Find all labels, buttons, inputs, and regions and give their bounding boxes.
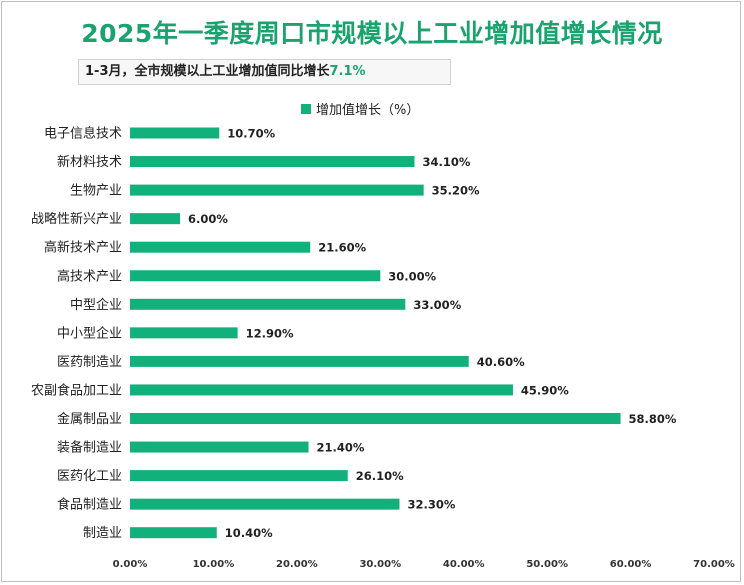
data-label: 32.30%	[407, 498, 455, 512]
category-label: 装备制造业	[57, 440, 122, 456]
x-tick-label: 30.00%	[359, 559, 401, 570]
category-label: 新材料技术	[57, 154, 122, 170]
data-label: 30.00%	[388, 269, 436, 283]
x-tick-label: 70.00%	[693, 559, 735, 570]
x-tick-label: 0.00%	[113, 559, 148, 570]
data-label: 34.10%	[422, 155, 470, 169]
category-labels: 电子信息技术新材料技术生物产业战略性新兴产业高新技术产业高技术产业中型企业中小型…	[31, 126, 122, 542]
x-tick-label: 20.00%	[276, 559, 318, 570]
bar	[130, 184, 424, 196]
bar	[130, 241, 311, 253]
data-label: 58.80%	[629, 412, 677, 426]
category-label: 制造业	[83, 526, 122, 541]
category-label: 高技术产业	[57, 268, 122, 284]
bar	[130, 441, 309, 453]
category-label: 高新技术产业	[44, 240, 122, 256]
legend-swatch	[301, 104, 311, 114]
category-label: 食品制造业	[57, 497, 122, 513]
data-label: 10.40%	[225, 526, 273, 540]
bar	[130, 413, 621, 424]
category-label: 生物产业	[70, 184, 122, 199]
category-label: 战略性新兴产业	[31, 211, 122, 227]
data-label: 21.60%	[318, 241, 366, 255]
chart-title: 2025年一季度周口市规模以上工业增加值增长情况	[81, 19, 663, 48]
category-label: 电子信息技术	[44, 126, 122, 142]
x-tick-label: 60.00%	[610, 559, 652, 570]
bar	[130, 213, 181, 225]
data-label: 33.00%	[413, 298, 461, 312]
data-label: 26.10%	[356, 469, 404, 483]
legend: 增加值增长（%）	[301, 102, 419, 118]
x-axis-tick-labels: 0.00% 10.00% 20.00% 30.00% 40.00% 50.00% 60.00…	[113, 559, 735, 570]
bar	[130, 298, 406, 310]
data-label: 21.40%	[317, 441, 365, 455]
category-label: 医药化工业	[57, 469, 122, 484]
data-label: 6.00%	[188, 212, 228, 226]
bar	[130, 498, 400, 510]
bar	[130, 355, 469, 367]
category-label: 中型企业	[70, 297, 122, 313]
category-label: 金属制品业	[57, 411, 122, 427]
category-label: 医药制造业	[57, 355, 122, 370]
bar	[130, 127, 220, 139]
data-label: 35.20%	[432, 184, 480, 198]
x-tick-label: 40.00%	[443, 559, 485, 570]
category-label: 中小型企业	[57, 325, 122, 341]
subtitle-growth-value: 7.1%	[329, 64, 366, 79]
bar	[130, 384, 513, 396]
bar	[130, 270, 381, 282]
bar	[130, 327, 238, 339]
data-label: 45.90%	[521, 383, 569, 397]
subtitle-text: 1-3月，全市规模以上工业增加值同比增长	[85, 64, 330, 79]
x-tick-label: 50.00%	[526, 559, 568, 570]
subtitle-box: 1-3月，全市规模以上工业增加值同比增长7.1%	[78, 59, 451, 85]
bar	[130, 156, 415, 168]
bar	[130, 470, 348, 482]
category-label: 农副食品加工业	[31, 382, 122, 398]
data-label: 12.90%	[246, 326, 294, 340]
bars-group	[130, 127, 621, 539]
legend-label: 增加值增长（%）	[316, 102, 419, 118]
bar	[130, 527, 217, 539]
data-label: 40.60%	[477, 355, 525, 369]
data-label: 10.70%	[227, 127, 275, 141]
value-labels: 10.70% 34.10% 35.20% 6.00% 21.60% 30.00% 33.00…	[188, 127, 677, 541]
x-tick-label: 10.00%	[193, 559, 235, 570]
